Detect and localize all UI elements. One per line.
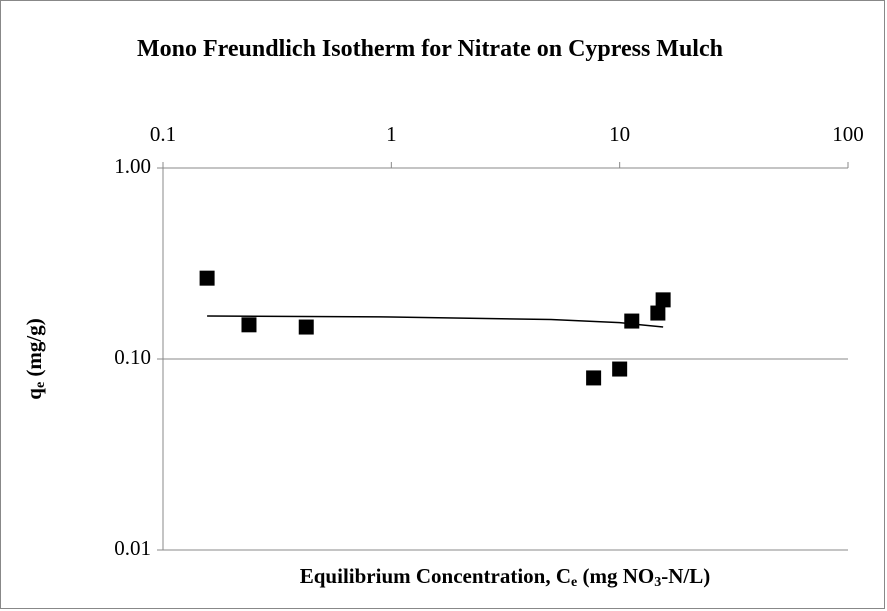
y-tick-label: 0.10 (114, 345, 151, 369)
point (650, 305, 666, 321)
y-tick-label: 0.01 (114, 536, 151, 560)
y-tick-label: 1.00 (114, 154, 151, 178)
x-axis-title: Equilibrium Concentration, Ce (mg NO3-N/… (300, 564, 711, 590)
label-part: Equilibrium Concentration, C (300, 564, 571, 588)
point (624, 313, 640, 329)
x-tick-label: 1 (386, 122, 397, 146)
subscript: e (571, 575, 577, 590)
point (586, 370, 602, 386)
point (241, 317, 257, 333)
x-tick-label: 0.1 (150, 122, 176, 146)
y-axis-title: qe (mg/g) (22, 318, 48, 399)
label-part: -N/L) (661, 564, 710, 588)
fit-line (207, 315, 664, 328)
label-part: q (22, 388, 46, 400)
label-part: (mg/g) (22, 318, 46, 382)
point (298, 319, 314, 335)
subscript: 3 (654, 575, 661, 590)
chart-title: Mono Freundlich Isotherm for Nitrate on … (137, 36, 723, 62)
point (655, 292, 671, 308)
point (199, 270, 215, 286)
label-part: (mg NO (577, 564, 654, 588)
x-tick-label: 100 (832, 122, 864, 146)
subscript: e (33, 382, 48, 388)
x-tick-label: 10 (609, 122, 630, 146)
point (612, 361, 628, 377)
